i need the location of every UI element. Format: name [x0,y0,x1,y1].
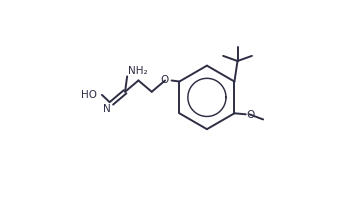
Text: O: O [247,110,255,120]
Text: HO: HO [81,90,97,100]
Text: N: N [103,104,111,114]
Text: O: O [161,74,169,84]
Text: NH₂: NH₂ [128,65,148,75]
